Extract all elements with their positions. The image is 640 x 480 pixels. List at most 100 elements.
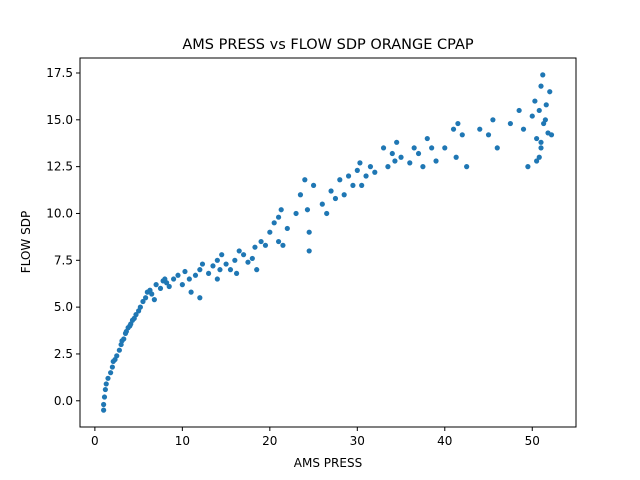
scatter-point xyxy=(233,270,240,277)
scatter-point xyxy=(367,164,374,170)
scatter-point xyxy=(192,272,199,278)
scatter-point xyxy=(398,154,404,160)
scatter-point xyxy=(214,257,220,263)
scatter-point xyxy=(245,259,251,265)
scatter-point xyxy=(450,126,457,132)
scatter-point xyxy=(494,145,500,151)
scatter-point xyxy=(534,135,540,142)
x-axis-ticks: 0 10 20 30 40 50 xyxy=(91,427,540,448)
scatter-point xyxy=(459,132,465,138)
scatter-point xyxy=(453,154,459,160)
scatter-point xyxy=(541,120,547,127)
scatter-point xyxy=(267,229,273,235)
scatter-point xyxy=(485,132,492,138)
scatter-point xyxy=(538,83,544,89)
y-axis-label: FLOW SDP xyxy=(19,211,33,273)
scatter-point xyxy=(328,188,334,194)
scatter-point xyxy=(280,242,286,248)
scatter-point xyxy=(188,289,194,295)
y-tick-label: 17.5 xyxy=(46,66,73,80)
scatter-point xyxy=(538,145,544,151)
y-tick-label: 12.5 xyxy=(46,160,73,174)
scatter-point xyxy=(464,164,470,170)
scatter-point xyxy=(166,283,172,290)
scatter-point xyxy=(394,139,400,145)
scatter-point xyxy=(101,401,107,408)
y-tick-label: 5.0 xyxy=(54,300,73,314)
scatter-point xyxy=(319,201,325,207)
scatter-point xyxy=(151,297,157,303)
scatter-point xyxy=(407,160,413,166)
scatter-point xyxy=(520,126,527,132)
scatter-point xyxy=(455,120,461,127)
scatter-point xyxy=(442,145,448,151)
scatter-point xyxy=(157,285,164,291)
scatter-point xyxy=(310,182,317,188)
y-tick-label: 10.0 xyxy=(46,206,73,220)
scatter-point xyxy=(304,207,311,213)
x-tick-label: 0 xyxy=(91,434,99,448)
scatter-point xyxy=(548,132,555,138)
scatter-point xyxy=(363,173,369,179)
scatter-point xyxy=(357,160,363,166)
scatter-point xyxy=(297,192,304,198)
scatter-point xyxy=(186,276,192,282)
scatter-point xyxy=(392,158,398,164)
scatter-point xyxy=(262,242,269,248)
scatter-point xyxy=(102,386,108,393)
scatter-point xyxy=(345,173,352,179)
y-tick-label: 15.0 xyxy=(46,113,73,127)
scatter-point xyxy=(105,375,111,381)
scatter-point xyxy=(350,182,356,188)
scatter-point xyxy=(101,407,107,413)
x-tick-label: 40 xyxy=(437,434,452,448)
scatter-point xyxy=(108,370,114,376)
y-tick-label: 7.5 xyxy=(54,253,73,267)
scatter-point xyxy=(149,291,155,297)
scatter-point xyxy=(175,272,181,278)
scatter-point xyxy=(302,177,308,183)
scatter-point xyxy=(182,268,188,275)
scatter-point xyxy=(516,107,522,114)
chart-title: AMS PRESS vs FLOW SDP ORANGE CPAP xyxy=(182,37,474,53)
scatter-point xyxy=(164,280,170,286)
scatter-point xyxy=(197,295,203,301)
scatter-point xyxy=(429,145,435,151)
x-tick-label: 10 xyxy=(175,434,190,448)
scatter-point xyxy=(536,107,542,114)
scatter-point xyxy=(540,72,546,78)
scatter-point xyxy=(140,298,146,305)
scatter-point xyxy=(359,182,365,188)
scatter-point xyxy=(171,276,177,282)
scatter-point xyxy=(306,248,312,254)
scatter-point xyxy=(293,210,299,217)
scatter-point xyxy=(197,267,203,273)
scatter-point xyxy=(411,145,417,151)
scatter-point xyxy=(525,164,531,170)
scatter-point xyxy=(380,145,387,151)
scatter-point xyxy=(543,102,549,108)
scatter-point xyxy=(534,158,540,164)
scatter-point xyxy=(420,164,426,170)
scatter-point xyxy=(114,353,120,359)
scatter-point xyxy=(258,238,264,245)
data-points xyxy=(101,72,555,413)
x-tick-label: 30 xyxy=(350,434,365,448)
scatter-point xyxy=(210,263,216,269)
scatter-point xyxy=(324,210,330,217)
scatter-point xyxy=(103,381,109,387)
scatter-point xyxy=(547,89,553,95)
x-axis-label: AMS PRESS xyxy=(294,456,362,470)
y-tick-label: 0.0 xyxy=(54,394,73,408)
scatter-point xyxy=(109,364,115,370)
scatter-point xyxy=(415,150,422,157)
y-tick-label: 2.5 xyxy=(54,347,73,361)
scatter-point xyxy=(153,282,159,288)
scatter-point xyxy=(254,267,260,273)
x-tick-label: 20 xyxy=(262,434,277,448)
x-tick-label: 50 xyxy=(525,434,540,448)
scatter-point xyxy=(385,164,391,170)
scatter-point xyxy=(236,248,242,254)
scatter-point xyxy=(389,150,395,157)
